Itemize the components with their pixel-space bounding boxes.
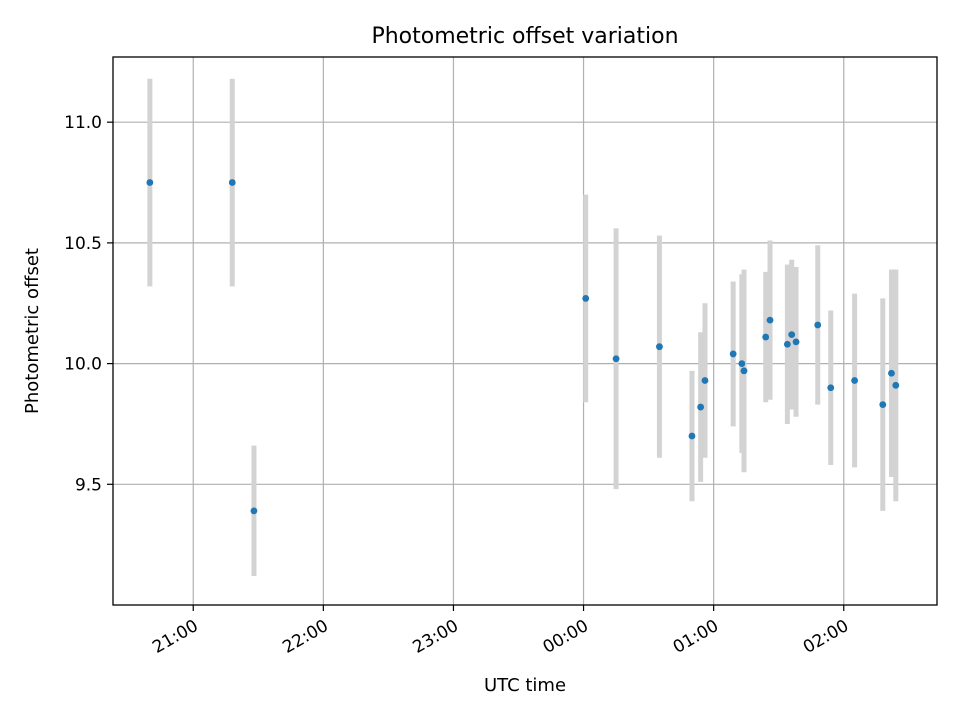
data-point (738, 360, 746, 367)
data-point (740, 367, 748, 375)
y-tick-label: 11.0 (64, 113, 102, 133)
data-point (146, 179, 154, 186)
data-point (788, 331, 796, 339)
data-point (612, 355, 620, 363)
grid-lines (113, 57, 937, 605)
data-point (892, 381, 900, 389)
x-axis-label: UTC time (484, 675, 566, 696)
data-point (697, 403, 705, 411)
data-point (783, 340, 791, 348)
data-point (582, 295, 590, 302)
data-point (762, 333, 770, 341)
data-point (851, 377, 858, 384)
data-point (766, 316, 774, 324)
data-point (827, 384, 835, 392)
data-point (729, 350, 737, 358)
data-point (228, 179, 236, 186)
y-tick-label: 10.0 (64, 355, 102, 375)
chart-title: Photometric offset variation (371, 24, 678, 49)
plot-frame (112, 56, 938, 606)
data-point (701, 377, 709, 384)
y-tick-label: 10.5 (64, 234, 102, 254)
data-point (888, 369, 895, 377)
data-point (250, 507, 258, 515)
y-tick-label: 9.5 (75, 475, 102, 495)
data-points (146, 179, 900, 515)
data-point (879, 401, 887, 409)
y-axis-label: Photometric offset (22, 248, 43, 414)
data-point (688, 432, 696, 440)
data-point (792, 338, 800, 346)
y-axis-ticks: 9.5 10.0 10.5 11.0 (64, 113, 113, 495)
data-point (656, 343, 663, 351)
data-point (814, 321, 822, 329)
